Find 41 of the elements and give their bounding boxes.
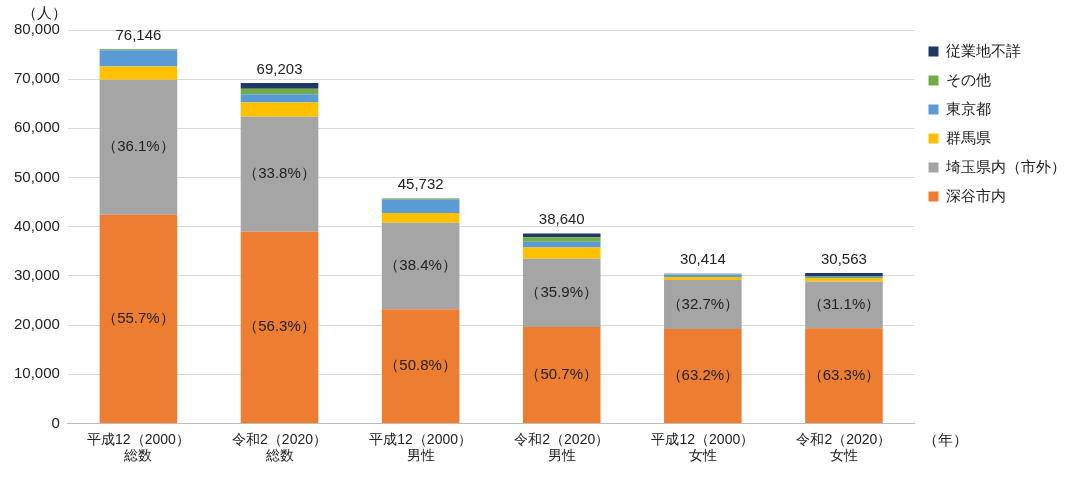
x-tick-label: 平成12（2000）女性 xyxy=(651,430,755,464)
legend-label: 深谷市内 xyxy=(946,186,1006,204)
annotation: （35.9%） xyxy=(525,283,599,301)
total-label: 45,732 xyxy=(397,175,444,193)
annotation: （32.7%） xyxy=(666,294,740,312)
annotation: （55.7%） xyxy=(102,309,175,327)
total-label: 30,563 xyxy=(821,249,867,267)
x-axis-title: （年） xyxy=(922,431,968,449)
x-tick-label: 令和2（2020）女性 xyxy=(796,430,892,464)
y-tick-label: 50,000 xyxy=(13,167,60,185)
annotation: （36.1%） xyxy=(102,137,175,155)
y-tick-label: 30,000 xyxy=(13,266,60,284)
y-tick-label: 60,000 xyxy=(13,118,60,136)
y-tick-label: 0 xyxy=(51,413,60,431)
annotation: （56.3%） xyxy=(243,317,316,335)
y-tick-label: 70,000 xyxy=(13,69,60,87)
y-tick-label: 80,000 xyxy=(13,20,60,38)
annotation: （50.7%） xyxy=(525,365,599,383)
y-axis-title: （人） xyxy=(22,3,67,21)
total-label: 38,640 xyxy=(538,210,585,228)
y-tick-label: 40,000 xyxy=(13,216,60,234)
annotation: （31.1%） xyxy=(807,295,881,313)
x-tick-label: 平成12（2000）総数 xyxy=(87,430,190,464)
y-tick-label: 20,000 xyxy=(13,315,60,333)
annotation: （33.8%） xyxy=(243,164,316,182)
total-label: 76,146 xyxy=(115,25,162,43)
annotation: （63.2%） xyxy=(666,366,740,384)
annotation: （50.8%） xyxy=(384,356,457,374)
annotation: （63.3%） xyxy=(807,365,881,383)
total-label: 30,414 xyxy=(679,250,726,268)
legend-label: 東京都 xyxy=(946,99,991,117)
legend-label: 従業地不詳 xyxy=(946,41,1021,59)
legend-label: 埼玉県内（市外） xyxy=(945,157,1066,175)
legend-label: その他 xyxy=(946,70,991,88)
annotation: （38.4%） xyxy=(384,256,457,274)
y-tick-label: 10,000 xyxy=(13,364,60,382)
x-tick-label: 令和2（2020）総数 xyxy=(232,430,327,464)
total-label: 69,203 xyxy=(256,59,303,77)
x-tick-label: 令和2（2020）男性 xyxy=(514,430,610,464)
legend-label: 群馬県 xyxy=(946,128,991,146)
x-tick-label: 平成12（2000）男性 xyxy=(369,430,472,464)
